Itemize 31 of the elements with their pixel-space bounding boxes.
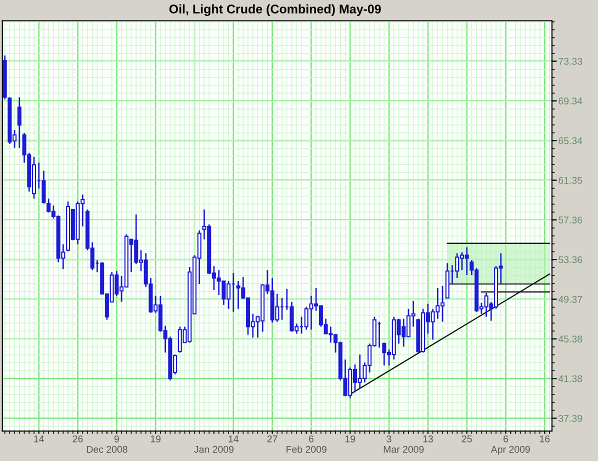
chart-title: Oil, Light Crude (Combined) May-09 xyxy=(169,4,381,16)
x-tick-label: 9 xyxy=(114,435,119,442)
y-tick-label: 53.36 xyxy=(558,256,582,264)
x-tick-label: Jan 2009 xyxy=(194,446,234,453)
y-tick-label: 69.34 xyxy=(558,98,582,104)
y-tick-label: 45.38 xyxy=(558,336,582,342)
x-tick-label: Feb 2009 xyxy=(286,446,326,453)
x-tick-label: 6 xyxy=(504,435,508,442)
y-tick-label: 49.37 xyxy=(558,296,582,303)
x-tick-label: 25 xyxy=(462,435,472,442)
x-tick-label: 3 xyxy=(386,435,392,442)
x-tick-label: 27 xyxy=(267,435,278,442)
x-tick-label: 16 xyxy=(540,435,550,442)
y-tick-label: 37.39 xyxy=(558,414,582,422)
x-tick-label: Apr 2009 xyxy=(490,446,530,455)
x-tick-label: 26 xyxy=(72,435,83,442)
candlestick xyxy=(17,96,22,149)
x-tick-label: 14 xyxy=(34,436,44,442)
x-tick-label: Mar 2009 xyxy=(384,446,424,453)
x-tick-label: 14 xyxy=(228,436,239,442)
y-tick-label: 73.33 xyxy=(558,58,582,65)
x-tick-label: 6 xyxy=(309,435,314,442)
x-tick-label: Dec 2008 xyxy=(86,446,128,453)
y-tick-label: 41.38 xyxy=(558,375,582,382)
y-tick-label: 65.34 xyxy=(558,137,582,144)
y-tick-label: 57.36 xyxy=(558,216,582,224)
candlestick xyxy=(42,170,46,204)
x-tick-label: 19 xyxy=(150,435,161,442)
x-tick-label: 19 xyxy=(345,435,356,442)
x-tick-label: 13 xyxy=(423,435,433,442)
y-tick-label: 61.35 xyxy=(558,176,582,184)
